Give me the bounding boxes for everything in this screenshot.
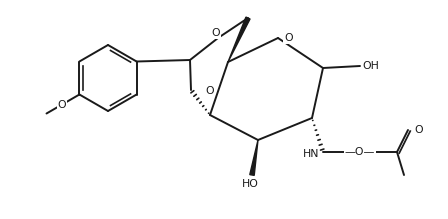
Text: OH: OH [362, 61, 379, 71]
Text: O: O [58, 99, 66, 110]
Text: HO: HO [241, 179, 258, 189]
Text: O: O [205, 86, 214, 96]
Text: O: O [414, 125, 422, 135]
Text: O: O [284, 33, 293, 43]
Text: O: O [212, 28, 220, 38]
Polygon shape [228, 17, 250, 62]
Text: —O—: —O— [345, 147, 375, 157]
Polygon shape [250, 140, 258, 175]
Text: HN: HN [302, 149, 319, 159]
